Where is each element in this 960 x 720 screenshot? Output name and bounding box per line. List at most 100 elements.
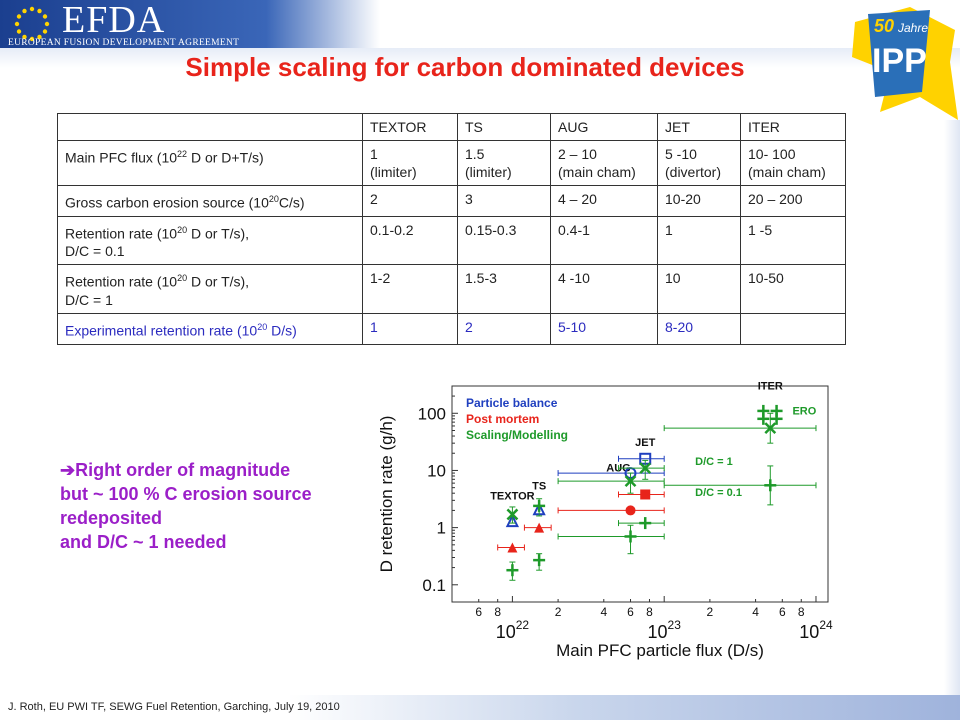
x-axis-label: Main PFC particle flux (D/s) <box>556 641 764 660</box>
row-label: Experimental retention rate (1020 D/s) <box>57 312 363 345</box>
ipp-50-jahre-logo: 50 Jahre IPP <box>852 7 958 120</box>
table-cell: 0.15-0.3 <box>457 215 551 266</box>
header-cell-jet: JET <box>657 113 741 141</box>
x-minor-tick-label: 6 <box>475 605 482 619</box>
table-cell: 1-2 <box>362 264 458 314</box>
square-marker <box>640 489 651 500</box>
efda-logo-text: EFDA <box>62 0 166 41</box>
table-cell: 10-20 <box>657 185 741 217</box>
table-cell: 1 <box>362 312 458 345</box>
data-point <box>506 561 519 581</box>
x-minor-tick-label: 8 <box>494 605 501 619</box>
data-point <box>505 513 520 528</box>
data-point <box>506 506 519 524</box>
efda-logo-subtitle: EUROPEAN FUSION DEVELOPMENT AGREEMENT <box>8 38 240 48</box>
data-point <box>770 412 783 425</box>
x-major-tick-label: 1023 <box>647 618 681 642</box>
data-point <box>557 524 665 555</box>
x-minor-tick-label: 6 <box>779 605 786 619</box>
table-row: Retention rate (1020 D or T/s), D/C = 1 1… <box>57 264 846 314</box>
x-minor-tick-label: 6 <box>627 605 634 619</box>
table-cell: 4 – 20 <box>550 185 658 217</box>
table-cell: 10 <box>657 264 741 314</box>
bullet-line-4: and D/C ~ 1 needed <box>60 532 227 552</box>
x-marker-stroke <box>639 462 652 474</box>
table-cell: 10- 100 (main cham) <box>740 140 846 186</box>
data-point <box>617 459 665 480</box>
y-tick-label: 10 <box>427 461 446 480</box>
header-cell-ts: TS <box>457 113 551 141</box>
data-point <box>523 522 552 533</box>
header-cell-iter: ITER <box>740 113 846 141</box>
data-point <box>533 553 546 571</box>
x-marker-stroke <box>506 508 519 521</box>
legend-entry: Post mortem <box>466 412 539 426</box>
table-cell: 20 – 200 <box>740 185 846 217</box>
slide-title: Simple scaling for carbon dominated devi… <box>185 52 745 82</box>
legend-entry: Particle balance <box>466 396 558 410</box>
footer-text: J. Roth, EU PWI TF, SEWG Fuel Retention,… <box>8 701 340 713</box>
triangle-open-marker <box>505 513 520 528</box>
bullet-line-1: Right order of magnitude <box>75 460 291 480</box>
table-cell: 2 – 10 (main cham) <box>550 140 658 186</box>
data-point <box>533 498 546 517</box>
data-point <box>663 465 817 506</box>
y-tick-label: 1 <box>437 519 446 538</box>
eu-stars-icon <box>14 6 50 42</box>
ipp-logo-50: 50 <box>874 16 894 36</box>
table-row: Retention rate (1020 D or T/s), D/C = 0.1… <box>57 215 846 266</box>
table-cell: 3 <box>457 185 551 217</box>
row-label: Retention rate (1020 D or T/s), D/C = 1 <box>57 264 363 314</box>
device-label: TS <box>532 481 546 493</box>
table-row: Main PFC flux (1022 D or D+T/s) 1 (limite… <box>57 140 846 186</box>
header-cell-aug: AUG <box>550 113 658 141</box>
triangle-marker <box>534 522 545 533</box>
header-fade <box>0 48 960 68</box>
x-marker-stroke <box>624 475 637 488</box>
footer-band <box>0 695 960 720</box>
header-band <box>0 0 380 48</box>
right-decoration <box>944 120 960 695</box>
data-point <box>617 517 665 530</box>
table-header-row: TEXTOR TS AUG JET ITER <box>57 113 846 141</box>
table-cell: 5 -10 (divertor) <box>657 140 741 186</box>
triangle-marker <box>507 542 518 553</box>
x-marker-stroke <box>764 422 777 435</box>
device-label: ERO <box>792 406 816 418</box>
table-cell <box>740 312 846 345</box>
bullet-line-2: but ~ 100 % C erosion source <box>60 484 312 504</box>
conclusion-bullet: ➔Right order of magnitude but ~ 100 % C … <box>60 458 370 554</box>
table-cell: 1.5 (limiter) <box>457 140 551 186</box>
table-cell: 5-10 <box>550 312 658 345</box>
circle-marker <box>625 505 636 516</box>
x-minor-tick-label: 2 <box>555 605 562 619</box>
x-minor-tick-label: 4 <box>600 605 607 619</box>
bullet-line-3: redeposited <box>60 508 163 528</box>
x-minor-tick-label: 2 <box>707 605 714 619</box>
ratio-annotation: D/C = 0.1 <box>695 487 742 499</box>
table-cell: 10-50 <box>740 264 846 314</box>
x-minor-tick-label: 4 <box>752 605 759 619</box>
y-tick-label: 0.1 <box>422 576 446 595</box>
table-cell: 0.1-0.2 <box>362 215 458 266</box>
x-minor-tick-label: 8 <box>646 605 653 619</box>
table-cell: 2 <box>457 312 551 345</box>
row-label: Retention rate (1020 D or T/s), D/C = 0.1 <box>57 215 363 266</box>
data-point <box>497 542 525 553</box>
x-minor-tick-label: 8 <box>798 605 805 619</box>
table-cell: 1.5-3 <box>457 264 551 314</box>
y-axis-label: D retention rate (g/h) <box>377 416 396 573</box>
data-point <box>757 412 770 425</box>
device-label: ITER <box>758 381 783 393</box>
data-point <box>557 505 665 516</box>
table-cell: 1 (limiter) <box>362 140 458 186</box>
table-cell: 8-20 <box>657 312 741 345</box>
legend-entry: Scaling/Modelling <box>466 428 568 442</box>
table-cell: 1 <box>657 215 741 266</box>
data-point <box>663 412 817 444</box>
ratio-annotation: D/C = 1 <box>695 456 733 468</box>
header-cell-empty <box>57 113 363 141</box>
table-cell: 4 -10 <box>550 264 658 314</box>
arrow-icon: ➔ <box>60 460 76 480</box>
